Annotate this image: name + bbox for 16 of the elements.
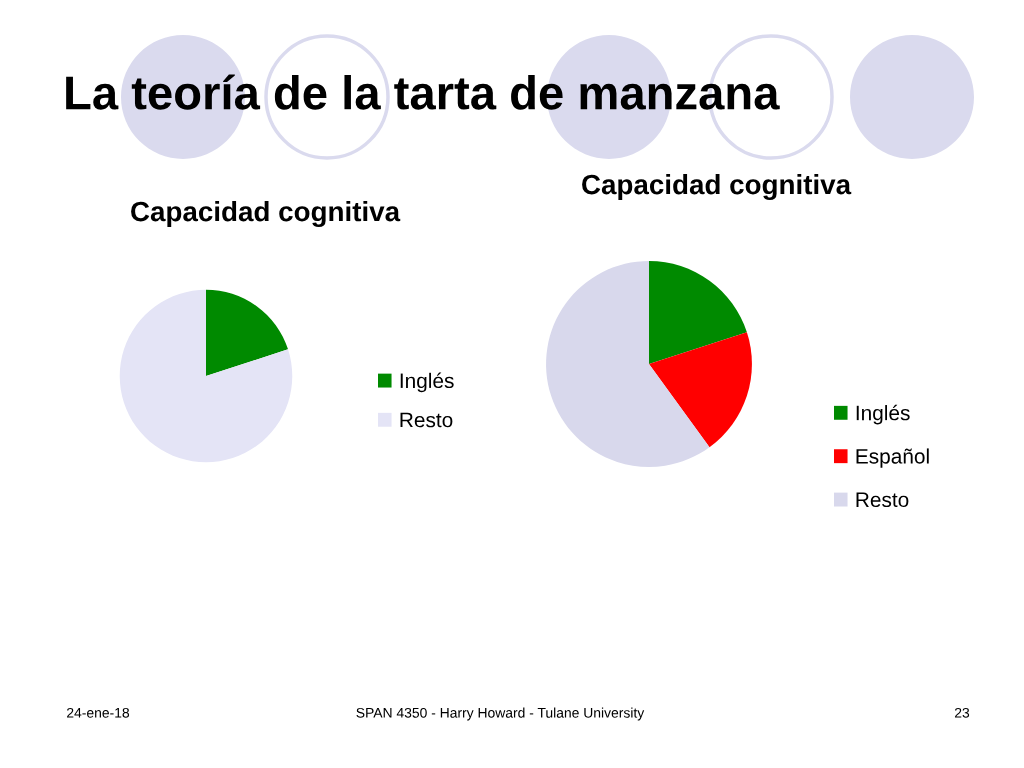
- chart-title: Capacidad cognitiva: [131, 200, 401, 228]
- text: La teoría de la tarta de manzana: [66, 74, 780, 110]
- legend-label: Español: [856, 448, 929, 468]
- pie-slice: [649, 332, 752, 448]
- text: 23: [954, 707, 970, 718]
- legend-label: Resto: [856, 492, 909, 508]
- legend-label: Inglés: [400, 372, 454, 393]
- pie-slice: [546, 261, 710, 467]
- legend-label: Resto: [400, 412, 453, 428]
- legend-label: Inglés: [856, 404, 910, 425]
- pie-slice: [649, 261, 747, 364]
- pie-slice: [206, 289, 289, 376]
- text: SPAN 4350 - Harry Howard - Tulane University: [356, 707, 645, 721]
- text: 24-ene-18: [67, 707, 130, 718]
- chart-title: Capacidad cognitiva: [582, 173, 852, 201]
- pie-slice: [119, 289, 293, 463]
